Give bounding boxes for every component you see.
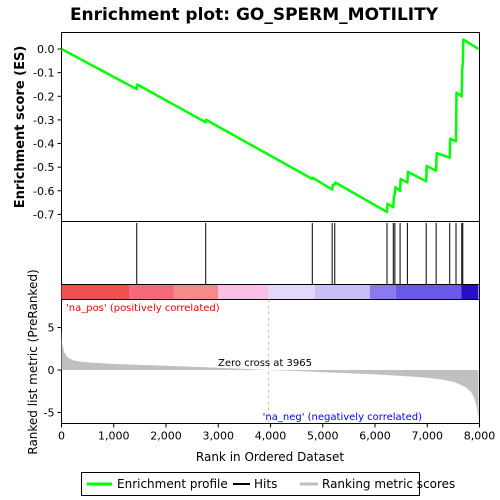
legend-enrichment-profile-label: Enrichment profile [117, 477, 228, 491]
es-y-tick-label: -0.2 [33, 90, 54, 103]
es-y-tick-label: -0.7 [33, 208, 54, 221]
metric-y-axis: 5 0 -5 [44, 322, 62, 419]
es-y-axis-label: Enrichment score (ES) [13, 46, 28, 209]
legend: Enrichment profile Hits Ranking metric s… [81, 472, 455, 496]
x-tick-label: 1,000 [98, 430, 130, 443]
colorbar-segment [369, 285, 396, 299]
x-tick-label: 3,000 [203, 430, 235, 443]
metric-y-tick-label: 0 [48, 364, 55, 377]
es-y-tick-label: -0.1 [33, 67, 54, 80]
hits-group [136, 223, 464, 284]
metric-y-tick-label: 5 [48, 322, 55, 335]
es-y-tick-label: -0.4 [33, 138, 54, 151]
colorbar-segment [218, 285, 269, 299]
metric-y-tick-label: -5 [44, 406, 55, 419]
x-tick-label: 8,000 [464, 430, 496, 443]
positive-correlation-label: 'na_pos' (positively correlated) [66, 303, 220, 314]
es-y-tick-label: -0.5 [33, 161, 54, 174]
hits-panel-frame [61, 221, 480, 285]
legend-ranking-metric-label: Ranking metric scores [322, 477, 455, 491]
enrichment-profile-line [60, 38, 480, 214]
es-panel-frame [61, 32, 480, 222]
chart-title: Enrichment plot: GO_SPERM_MOTILITY [70, 5, 439, 25]
metric-panel-frame [61, 299, 480, 424]
x-axis: 0 1,000 2,000 3,000 4,000 5,000 6,000 7,000 8,00… [58, 423, 496, 443]
colorbar-segment [314, 285, 370, 299]
metric-area-group [61, 299, 479, 424]
negative-correlation-label: 'na_neg' (negatively correlated) [263, 412, 422, 423]
legend-frame [81, 472, 420, 496]
es-line-group [60, 38, 480, 214]
es-y-tick-label: -0.3 [33, 114, 54, 127]
colorbar-segment [268, 285, 315, 299]
ranking-colorbar [61, 285, 479, 299]
colorbar-segment [173, 285, 219, 299]
es-y-axis: 0.0 -0.1 -0.2 -0.3 -0.4 -0.5 -0.6 -0.7 [33, 43, 62, 221]
x-tick-label: 0 [58, 430, 65, 443]
colorbar-segment [395, 285, 462, 299]
x-tick-label: 7,000 [412, 430, 444, 443]
es-y-tick-label: -0.6 [33, 185, 54, 198]
colorbar-segment [461, 285, 479, 299]
es-y-tick-label: 0.0 [37, 43, 55, 56]
x-tick-label: 6,000 [359, 430, 391, 443]
metric-y-axis-label: Ranked list metric (PreRanked) [26, 269, 40, 454]
colorbar-segment [129, 285, 174, 299]
x-axis-label: Rank in Ordered Dataset [196, 450, 344, 464]
x-tick-label: 2,000 [150, 430, 182, 443]
ranking-metric-area [61, 327, 479, 421]
zero-cross-label: Zero cross at 3965 [218, 358, 312, 369]
colorbar-segment [61, 285, 130, 299]
x-tick-label: 4,000 [255, 430, 287, 443]
x-tick-label: 5,000 [307, 430, 339, 443]
legend-hits-label: Hits [254, 477, 277, 491]
